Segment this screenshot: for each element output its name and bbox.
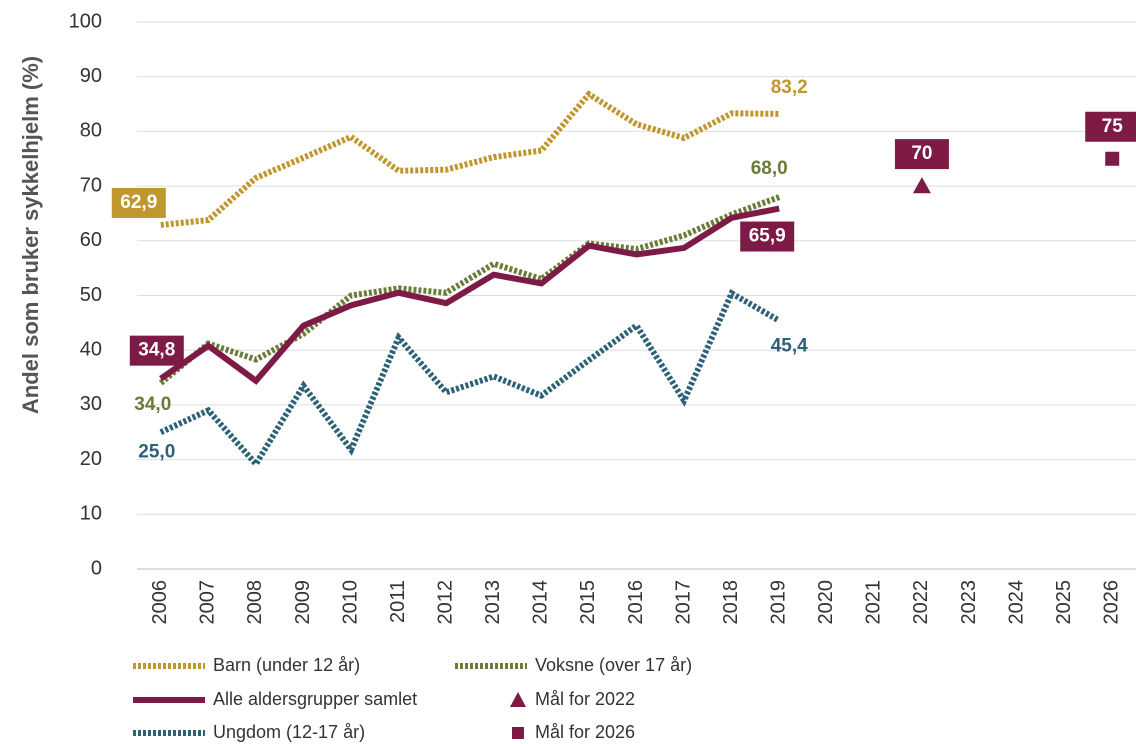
x-tick-label: 2013 [482, 580, 504, 625]
series-line [158, 194, 781, 386]
x-tick-label: 2024 [1005, 580, 1027, 625]
x-tick-label: 2018 [720, 580, 742, 625]
y-tick-label: 100 [69, 10, 102, 32]
x-tick-label: 2015 [577, 580, 599, 625]
y-tick-label: 10 [80, 503, 102, 525]
y-tick-label: 40 [80, 338, 102, 360]
x-tick-label: 2014 [530, 580, 552, 625]
y-tick-label: 20 [80, 448, 102, 470]
legend-label: Ungdom (12-17 år) [213, 722, 365, 742]
label-box [1085, 111, 1136, 142]
data-label: 65,9 [749, 226, 786, 247]
data-label: 75 [1102, 116, 1124, 137]
x-tick-label: 2021 [863, 580, 885, 625]
legend-label: Mål for 2026 [535, 722, 635, 742]
x-tick-label: 2007 [197, 580, 219, 625]
data-label: 62,9 [120, 192, 157, 213]
legend-swatch [512, 727, 524, 739]
x-tick-label: 2006 [149, 580, 171, 625]
x-tick-label: 2012 [434, 580, 456, 625]
label-box [129, 335, 184, 366]
x-tick-label: 2019 [767, 580, 789, 625]
data-label: 34,8 [138, 340, 175, 361]
x-tick-label: 2022 [910, 580, 932, 625]
y-tick-label: 0 [91, 557, 102, 579]
x-tick-label: 2023 [958, 580, 980, 625]
y-tick-label: 30 [80, 393, 102, 415]
x-tick-label: 2016 [625, 580, 647, 625]
x-tick-label: 2009 [292, 580, 314, 625]
legend-label: Barn (under 12 år) [213, 655, 360, 675]
data-label: 83,2 [771, 77, 808, 98]
legend-label: Alle aldersgrupper samlet [213, 689, 417, 709]
y-tick-label: 90 [80, 65, 102, 87]
x-tick-label: 2017 [672, 580, 694, 625]
y-axis-label: Andel som bruker sykkelhjelm (%) [18, 56, 43, 414]
x-tick-label: 2011 [387, 580, 409, 623]
label-box [740, 221, 795, 252]
label-box [111, 187, 166, 218]
target-marker [1105, 151, 1120, 166]
label-box [894, 139, 949, 170]
data-label: 34,0 [134, 394, 171, 415]
y-tick-label: 70 [80, 174, 102, 196]
data-label: 25,0 [138, 441, 175, 462]
x-tick-label: 2008 [244, 580, 266, 625]
legend-swatch [510, 692, 526, 707]
y-tick-label: 50 [80, 284, 102, 306]
series-line [159, 205, 780, 385]
legend-label: Mål for 2022 [535, 689, 635, 709]
x-tick-label: 2025 [1053, 580, 1075, 625]
target-marker [912, 177, 931, 194]
series-line [160, 90, 780, 228]
data-label: 45,4 [771, 336, 808, 357]
y-tick-label: 80 [80, 120, 102, 142]
data-label: 70 [911, 143, 932, 164]
data-label: 68,0 [751, 158, 788, 179]
legend-label: Voksne (over 17 år) [535, 655, 692, 675]
x-tick-label: 2010 [339, 580, 361, 625]
x-tick-label: 2026 [1100, 580, 1122, 625]
x-tick-label: 2020 [815, 580, 837, 625]
y-tick-label: 60 [80, 229, 102, 251]
